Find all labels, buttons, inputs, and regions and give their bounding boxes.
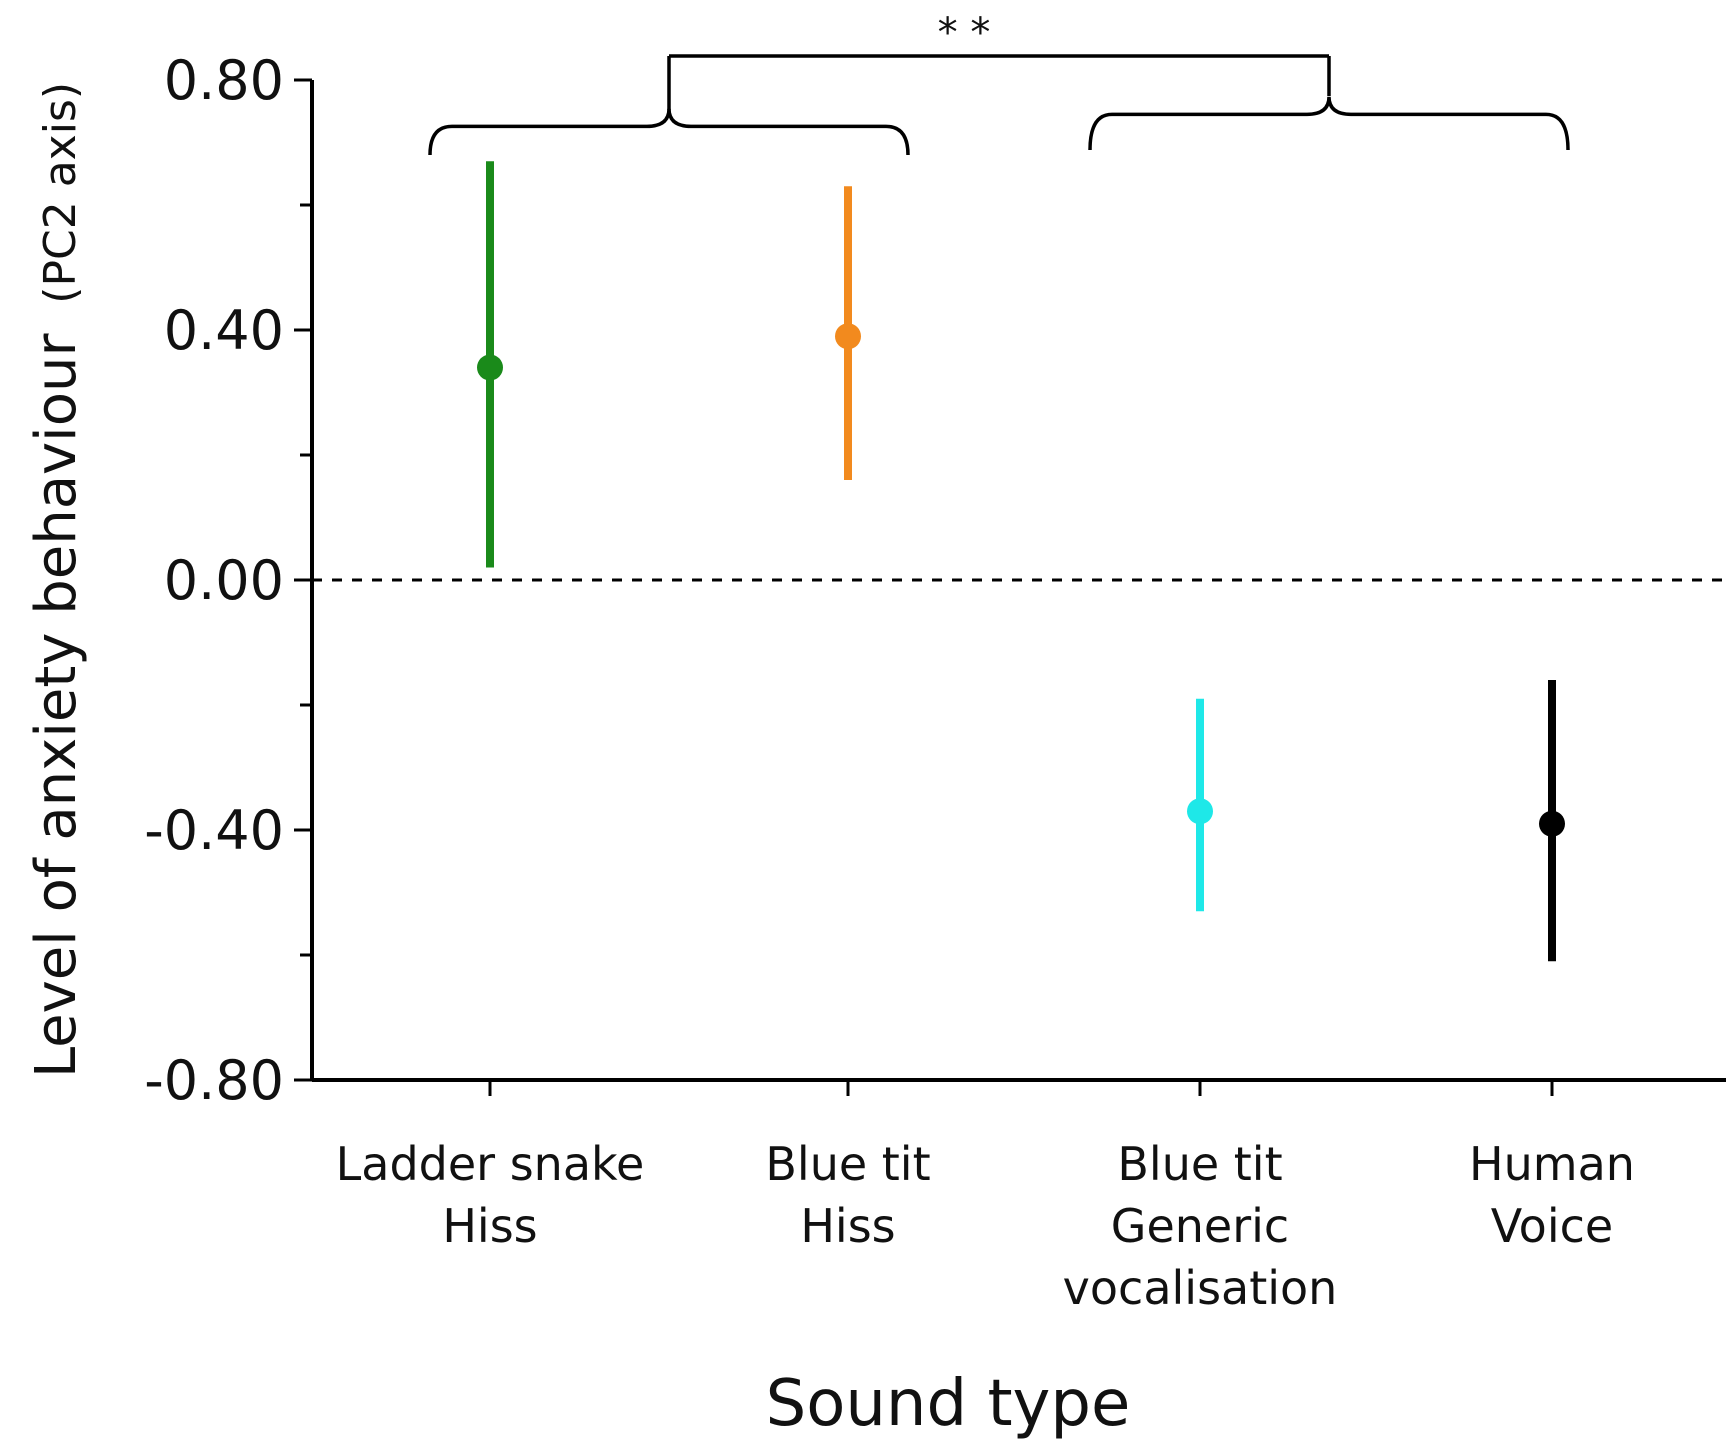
x-category-label: Blue tit Hiss (765, 1137, 930, 1253)
x-category-label-line: Human (1469, 1137, 1635, 1191)
x-category-label-line: Blue tit (1117, 1137, 1282, 1191)
significance-annotation: * * (428, 10, 1570, 156)
x-category-label: Ladder snake Hiss (336, 1137, 645, 1253)
x-category-label: Blue tit Generic vocalisation (1063, 1137, 1338, 1315)
mean-point (1187, 798, 1213, 825)
y-tick-label: -0.80 (144, 1049, 284, 1112)
x-category-label-line: Voice (1491, 1199, 1613, 1253)
x-category-label-line: Generic (1111, 1199, 1289, 1253)
group-brace (428, 108, 910, 156)
y-tick-label: 0.00 (164, 549, 284, 612)
x-category-label-line: Blue tit (765, 1137, 930, 1191)
mean-point (477, 354, 503, 381)
x-axis-title: Sound type (766, 1367, 1131, 1441)
significance-label: * * (938, 10, 991, 56)
data-marks (312, 161, 1726, 1096)
x-category-label-line: Ladder snake (336, 1137, 645, 1191)
y-tick-label: 0.80 (164, 49, 284, 112)
y-axis-title-paren: (PC2 axis) (35, 82, 86, 304)
x-category-labels: Ladder snake Hiss Blue tit Hiss Blue tit Gene… (336, 1137, 1635, 1315)
x-category-label-line: Hiss (442, 1199, 537, 1253)
x-category-label-line: vocalisation (1063, 1261, 1338, 1315)
group-brace (1088, 96, 1570, 151)
y-tick-label: -0.40 (144, 799, 284, 862)
y-ticks: 0.80 0.40 0.00 -0.40 -0.80 (144, 49, 312, 1112)
mean-point (835, 323, 861, 350)
x-category-label-line: Hiss (800, 1199, 895, 1253)
y-tick-label: 0.40 (164, 299, 284, 362)
y-axis-title-main: Level of anxiety behaviour (24, 333, 89, 1079)
x-category-label: Human Voice (1469, 1137, 1635, 1253)
y-axis-title: Level of anxiety behaviour (PC2 axis) (24, 82, 89, 1078)
mean-point (1539, 810, 1565, 837)
